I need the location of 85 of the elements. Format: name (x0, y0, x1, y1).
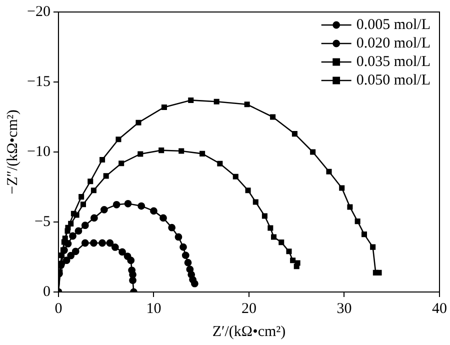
x-tick-label: 20 (241, 300, 256, 317)
point (81, 239, 89, 247)
point (80, 202, 86, 208)
point (178, 148, 184, 154)
point (182, 252, 190, 260)
point (244, 102, 250, 108)
point (103, 173, 109, 179)
point (138, 151, 144, 157)
point (161, 104, 167, 110)
point (69, 232, 76, 240)
point (174, 233, 182, 241)
point (354, 218, 360, 224)
point (310, 149, 316, 155)
y-axis-title: −Z″/(kΩ•cm²) (4, 110, 21, 194)
x-tick-label: 0 (54, 300, 62, 317)
point (100, 156, 106, 162)
point (65, 224, 71, 230)
point (214, 98, 220, 104)
point (278, 240, 284, 246)
point (138, 202, 146, 210)
point (158, 148, 164, 154)
point (200, 150, 206, 156)
point (62, 256, 70, 264)
point (347, 204, 353, 210)
point (74, 227, 82, 235)
point (106, 239, 114, 247)
y-tick-label: −10 (26, 144, 50, 160)
y-tick-label: −20 (26, 4, 50, 20)
point (339, 185, 345, 191)
point (124, 200, 132, 208)
legend-label: 0.020 mol/L (356, 35, 431, 52)
point (129, 276, 136, 284)
legend-label: 0.035 mol/L (356, 54, 431, 70)
point (217, 160, 223, 166)
point (150, 207, 158, 215)
point (232, 174, 238, 180)
point (290, 258, 296, 264)
x-tick-label: 40 (432, 300, 447, 317)
x-axis-title: Z′/(kΩ•cm²) (212, 324, 286, 340)
point (127, 256, 135, 264)
y-tick-label: −5 (34, 214, 50, 230)
point (168, 224, 176, 232)
point (100, 206, 108, 214)
point (270, 234, 277, 240)
point (184, 258, 192, 266)
point (188, 97, 194, 103)
point (129, 270, 136, 278)
point (268, 225, 274, 231)
x-tick-label: 30 (336, 300, 352, 317)
point (370, 244, 376, 250)
point (160, 214, 167, 222)
y-tick-label: −15 (26, 74, 50, 90)
point (118, 160, 124, 166)
point (262, 213, 268, 219)
point (70, 210, 76, 216)
point (361, 232, 368, 238)
point (136, 120, 142, 126)
point (252, 199, 258, 205)
point (180, 243, 187, 251)
legend-label: 0.005 mol/L (356, 16, 431, 33)
point (72, 248, 80, 256)
point (64, 240, 72, 248)
point (90, 239, 98, 247)
point (326, 168, 332, 174)
point (90, 214, 98, 222)
point (88, 178, 94, 184)
point (116, 136, 122, 142)
point (112, 200, 120, 208)
point (294, 264, 300, 270)
y-tick-label: 0 (42, 284, 50, 300)
point (286, 248, 292, 254)
point (270, 114, 276, 120)
point (67, 252, 75, 260)
point (98, 239, 106, 247)
point (111, 244, 119, 251)
point (90, 188, 96, 194)
point (78, 194, 84, 200)
point (118, 248, 126, 256)
legend-label: 0.050 mol/L (356, 72, 431, 88)
x-tick-label: 10 (146, 300, 162, 317)
point (245, 188, 251, 194)
point (190, 280, 198, 288)
point (81, 222, 89, 230)
point (292, 131, 298, 137)
point (376, 270, 382, 276)
